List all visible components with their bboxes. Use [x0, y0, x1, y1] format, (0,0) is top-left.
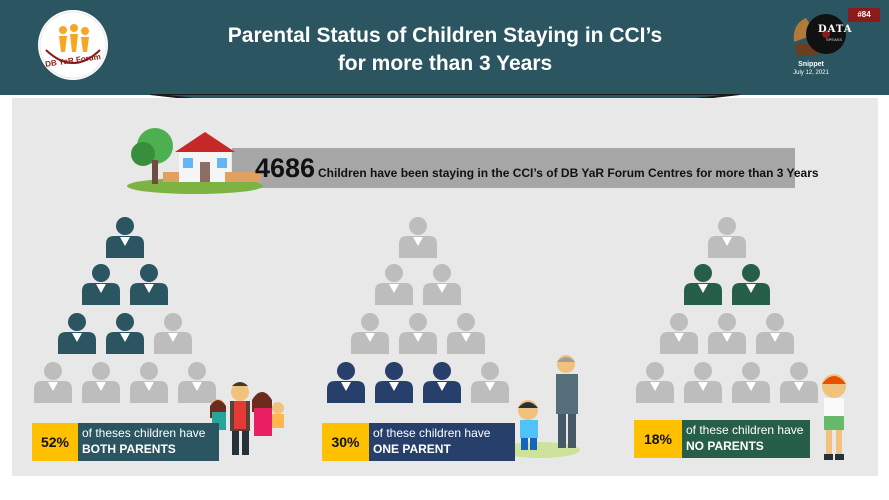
gramophone-icon: [790, 12, 848, 62]
label-both-parents: of theses children have BOTH PARENTS: [78, 423, 219, 461]
header-bar: [0, 0, 889, 95]
percent-no-parents: 18%: [634, 420, 682, 458]
person-figure: [780, 362, 818, 403]
person-figure: [660, 313, 698, 354]
person-figure: [708, 313, 746, 354]
percent-both-parents: 52%: [32, 423, 78, 461]
page-title: Parental Status of Children Staying in C…: [180, 22, 710, 78]
child-with-parent-illustration: [500, 355, 580, 458]
person-figure: [399, 313, 437, 354]
person-figure: [130, 264, 168, 305]
banner-text: Children have been staying in the CCI’s …: [318, 166, 819, 180]
person-figure: [684, 264, 722, 305]
percent-one-parent: 30%: [322, 423, 369, 461]
person-figure: [106, 217, 144, 258]
person-figure: [327, 362, 365, 403]
person-figure: [154, 313, 192, 354]
snippet-label: Snippet: [798, 61, 824, 68]
person-figure: [178, 362, 216, 403]
label-both-parents-line2: BOTH PARENTS: [82, 442, 176, 456]
label-one-parent: of these children have ONE PARENT: [369, 423, 515, 461]
title-line-1: Parental Status of Children Staying in C…: [227, 24, 663, 47]
brand-subtitle: SPEAKS: [826, 37, 843, 42]
person-figure: [756, 313, 794, 354]
label-no-parents-line1: of these children have: [686, 423, 804, 437]
person-figure: [58, 313, 96, 354]
person-figure: [708, 217, 746, 258]
person-figure: [471, 362, 509, 403]
footer-note: Note: Data of currently Institutionalize…: [28, 483, 289, 493]
crying-child-illustration: [822, 374, 846, 460]
family-illustration: [210, 382, 284, 455]
house-icon: [127, 128, 263, 194]
person-figure: [375, 362, 413, 403]
family-logo-icon: [39, 11, 107, 79]
person-figure: [636, 362, 674, 403]
children-count: 4686: [255, 153, 316, 183]
issue-badge: #84: [848, 8, 880, 22]
person-figure: [423, 362, 461, 403]
db-yar-forum-logo: DB YaR Forum: [38, 10, 108, 80]
person-figure: [82, 362, 120, 403]
person-figure: [447, 313, 485, 354]
person-figure: [684, 362, 722, 403]
label-one-parent-line1: of these children have: [373, 426, 491, 440]
label-no-parents-line2: NO PARENTS: [686, 439, 764, 453]
person-figure: [130, 362, 168, 403]
person-figure: [351, 313, 389, 354]
person-figure: [732, 264, 770, 305]
person-figure: [82, 264, 120, 305]
brand-title: DATA: [818, 24, 853, 35]
person-figure: [423, 264, 461, 305]
title-line-2: for more than 3 Years: [337, 52, 553, 75]
footer-source: Data Source: HomeLink Network: [734, 483, 866, 493]
person-figure: [732, 362, 770, 403]
person-figure: [399, 217, 437, 258]
person-figure: [375, 264, 413, 305]
person-figure: [34, 362, 72, 403]
label-no-parents: of these children have NO PARENTS: [682, 420, 810, 458]
snippet-date: July 12, 2021: [793, 70, 829, 76]
summary-banner: [232, 148, 795, 188]
person-figure: [106, 313, 144, 354]
label-one-parent-line2: ONE PARENT: [373, 442, 451, 456]
label-both-parents-line1: of theses children have: [82, 426, 206, 440]
